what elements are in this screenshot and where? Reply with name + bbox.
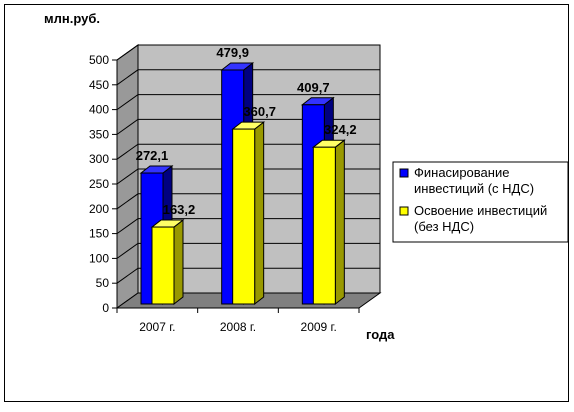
- gridline: [116, 242, 380, 259]
- bar: [311, 139, 346, 306]
- x-tick-label: 2008 г.: [220, 320, 256, 334]
- legend-label: Финасирование: [414, 165, 509, 180]
- gridline: [116, 143, 380, 160]
- y-tick-label: 0: [102, 301, 109, 315]
- bar-side: [254, 121, 265, 306]
- y-tick-label: 400: [89, 103, 109, 117]
- gridline: [116, 218, 380, 235]
- legend-box: [392, 161, 569, 243]
- gridline: [116, 193, 380, 210]
- legend-label: (без НДС): [414, 219, 474, 234]
- data-label: 360,7: [243, 104, 276, 119]
- y-tick-label: 500: [89, 53, 109, 67]
- legend-label: Освоение инвестиций: [414, 203, 547, 218]
- legend-swatch: [399, 168, 409, 178]
- data-label: 409,7: [297, 80, 330, 95]
- y-tick-label: 50: [96, 276, 110, 290]
- y-axis-label: млн.руб.: [44, 11, 100, 26]
- bar: [150, 219, 185, 306]
- plot-area: 0 50 100 150 200 250 300 350 400 450 500 2007 г. 200…: [89, 44, 569, 334]
- x-tick-label: 2009 г.: [301, 320, 337, 334]
- x-tick-label: 2007 г.: [139, 320, 175, 334]
- y-tick-label: 300: [89, 152, 109, 166]
- y-tick-label: 100: [89, 251, 109, 265]
- bar-front: [151, 226, 175, 305]
- data-label: 163,2: [163, 202, 196, 217]
- bar: [231, 121, 266, 306]
- gridline: [116, 118, 380, 135]
- gridline: [116, 168, 380, 185]
- legend-label: инвестиций (с НДС): [414, 181, 534, 196]
- gridline: [116, 44, 380, 61]
- y-tick-label: 200: [89, 202, 109, 216]
- legend-swatch: [399, 206, 409, 216]
- bar-side: [173, 219, 184, 306]
- gridline: [116, 267, 380, 284]
- y-tick-label: 150: [89, 227, 109, 241]
- gridline: [116, 69, 380, 86]
- bar-front: [312, 146, 336, 305]
- y-tick-label: 450: [89, 78, 109, 92]
- y-tick-label: 350: [89, 127, 109, 141]
- data-label: 479,9: [216, 45, 249, 60]
- y-tick-label: 250: [89, 177, 109, 191]
- gridline: [116, 94, 380, 111]
- data-label: 272,1: [136, 148, 169, 163]
- data-label: 324,2: [324, 122, 357, 137]
- bar-front: [232, 128, 256, 305]
- x-axis-label: года: [366, 327, 395, 342]
- bar-side: [334, 139, 345, 306]
